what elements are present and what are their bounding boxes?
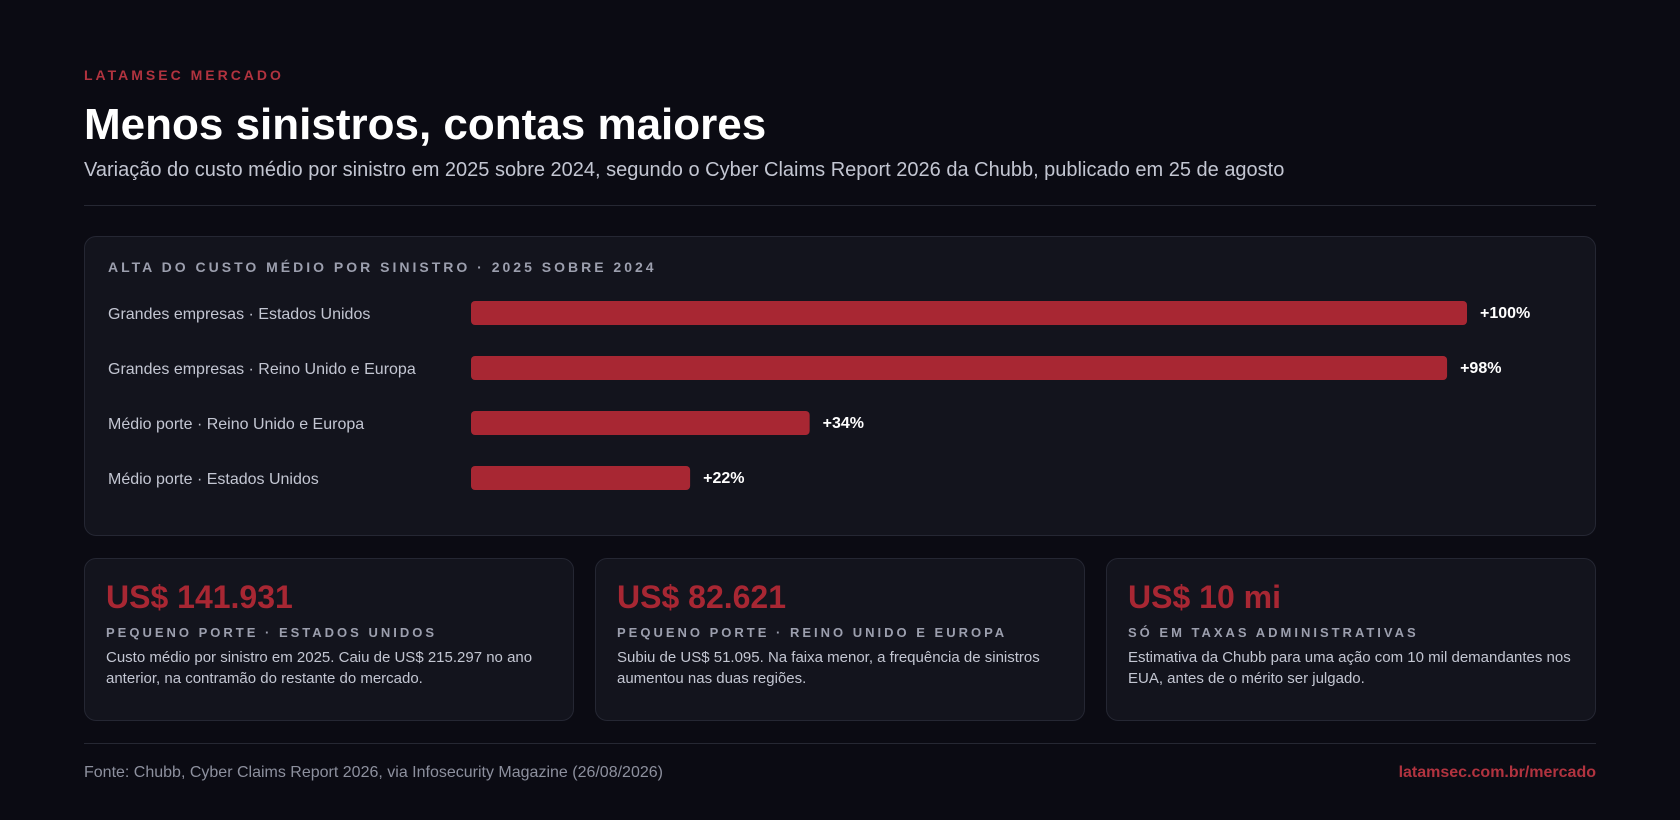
page: LATAMSEC MERCADO Menos sinistros, contas… <box>84 0 1596 820</box>
bar-category-label: Grandes empresas · Estados Unidos <box>108 306 370 323</box>
bar-category-label: Médio porte · Estados Unidos <box>108 471 319 488</box>
stat-label: SÓ EM TAXAS ADMINISTRATIVAS <box>1128 625 1419 640</box>
stat-label: PEQUENO PORTE · ESTADOS UNIDOS <box>106 625 438 640</box>
bar-value-label: +98% <box>1460 360 1501 377</box>
stat-value: US$ 141.931 <box>106 579 293 615</box>
bar-value-label: +22% <box>703 470 744 487</box>
bar-category-label: Grandes empresas · Reino Unido e Europa <box>108 361 416 378</box>
stat-card-small-uk-europe: US$ 82.621 PEQUENO PORTE · REINO UNIDO E… <box>595 558 1085 721</box>
stat-value: US$ 10 mi <box>1128 579 1281 615</box>
divider-bottom <box>84 743 1596 744</box>
divider-top <box>84 205 1596 206</box>
source-note: Fonte: Chubb, Cyber Claims Report 2026, … <box>84 764 663 781</box>
stat-value: US$ 82.621 <box>617 579 787 615</box>
site-link[interactable]: latamsec.com.br/mercado <box>1398 764 1596 781</box>
stat-description: Estimativa da Chubb para uma ação com 10… <box>1128 649 1571 687</box>
bar <box>471 466 691 490</box>
stat-description: Custo médio por sinistro em 2025. Caiu d… <box>106 649 533 687</box>
bar <box>471 411 810 435</box>
bar-value-label: +34% <box>823 415 864 432</box>
bar <box>471 301 1467 325</box>
bar-value-label: +100% <box>1480 305 1530 322</box>
chart-title: ALTA DO CUSTO MÉDIO POR SINISTRO · 2025 … <box>108 259 657 275</box>
stat-card-admin-fees: US$ 10 mi SÓ EM TAXAS ADMINISTRATIVAS Es… <box>1106 558 1596 721</box>
stat-card-small-us: US$ 141.931 PEQUENO PORTE · ESTADOS UNID… <box>84 558 574 721</box>
bar-chart: Grandes empresas · Estados Unidos +100% Gr… <box>108 301 1530 490</box>
bar <box>471 356 1448 380</box>
kicker: LATAMSEC MERCADO <box>84 67 284 83</box>
bar-category-label: Médio porte · Reino Unido e Europa <box>108 416 364 433</box>
stat-description: Subiu de US$ 51.095. Na faixa menor, a f… <box>617 649 1040 687</box>
stat-label: PEQUENO PORTE · REINO UNIDO E EUROPA <box>617 625 1008 640</box>
chart-panel: ALTA DO CUSTO MÉDIO POR SINISTRO · 2025 … <box>84 236 1596 536</box>
page-title: Menos sinistros, contas maiores <box>84 100 767 149</box>
page-subtitle: Variação do custo médio por sinistro em … <box>84 159 1285 181</box>
